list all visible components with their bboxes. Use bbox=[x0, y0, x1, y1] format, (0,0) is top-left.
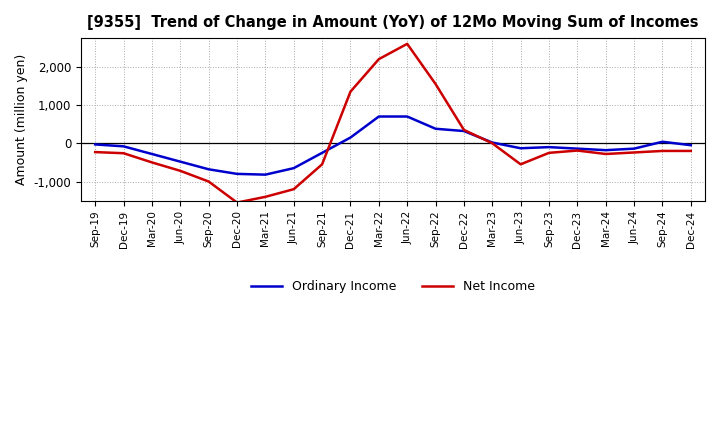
Ordinary Income bbox=[204, 167, 213, 172]
Net Income bbox=[204, 179, 213, 184]
Net Income bbox=[346, 89, 355, 94]
Ordinary Income bbox=[459, 128, 468, 134]
Net Income bbox=[601, 151, 610, 157]
Ordinary Income bbox=[346, 135, 355, 140]
Y-axis label: Amount (million yen): Amount (million yen) bbox=[15, 54, 28, 185]
Ordinary Income bbox=[431, 126, 440, 132]
Net Income bbox=[516, 161, 525, 167]
Net Income bbox=[374, 56, 383, 62]
Net Income bbox=[431, 81, 440, 87]
Title: [9355]  Trend of Change in Amount (YoY) of 12Mo Moving Sum of Incomes: [9355] Trend of Change in Amount (YoY) o… bbox=[87, 15, 699, 30]
Ordinary Income bbox=[261, 172, 270, 177]
Net Income bbox=[176, 168, 184, 173]
Net Income bbox=[91, 150, 99, 155]
Net Income bbox=[148, 160, 156, 165]
Ordinary Income bbox=[148, 151, 156, 157]
Ordinary Income bbox=[686, 143, 695, 148]
Ordinary Income bbox=[488, 140, 497, 145]
Line: Ordinary Income: Ordinary Income bbox=[95, 117, 690, 175]
Net Income bbox=[318, 161, 326, 167]
Net Income bbox=[573, 148, 582, 153]
Ordinary Income bbox=[516, 146, 525, 151]
Ordinary Income bbox=[120, 144, 128, 149]
Ordinary Income bbox=[233, 171, 241, 176]
Net Income bbox=[120, 150, 128, 156]
Net Income bbox=[488, 141, 497, 146]
Net Income bbox=[233, 200, 241, 205]
Net Income bbox=[289, 187, 298, 192]
Ordinary Income bbox=[318, 150, 326, 155]
Line: Net Income: Net Income bbox=[95, 44, 690, 202]
Net Income bbox=[545, 150, 554, 155]
Ordinary Income bbox=[176, 159, 184, 164]
Ordinary Income bbox=[545, 144, 554, 150]
Ordinary Income bbox=[289, 165, 298, 171]
Net Income bbox=[403, 41, 412, 47]
Net Income bbox=[658, 148, 667, 154]
Net Income bbox=[261, 194, 270, 199]
Ordinary Income bbox=[374, 114, 383, 119]
Legend: Ordinary Income, Net Income: Ordinary Income, Net Income bbox=[246, 275, 540, 298]
Net Income bbox=[630, 150, 639, 155]
Ordinary Income bbox=[403, 114, 412, 119]
Net Income bbox=[459, 127, 468, 132]
Ordinary Income bbox=[573, 146, 582, 151]
Net Income bbox=[686, 148, 695, 154]
Ordinary Income bbox=[91, 142, 99, 147]
Ordinary Income bbox=[601, 147, 610, 153]
Ordinary Income bbox=[630, 146, 639, 151]
Ordinary Income bbox=[658, 139, 667, 144]
